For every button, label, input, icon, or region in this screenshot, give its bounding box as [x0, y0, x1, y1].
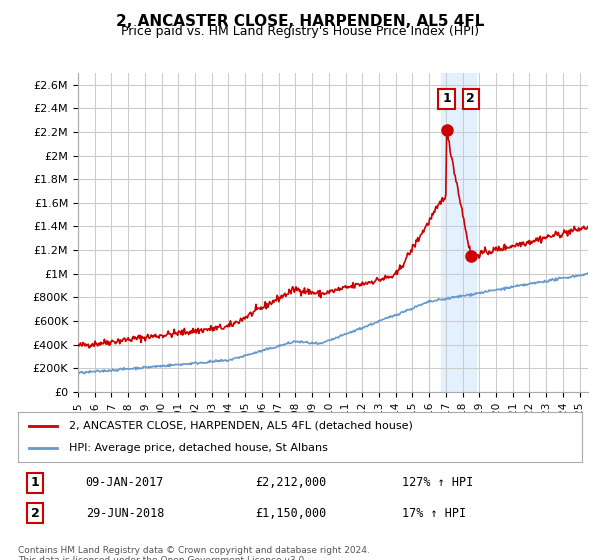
Text: £2,212,000: £2,212,000 [255, 477, 326, 489]
Text: 2, ANCASTER CLOSE, HARPENDEN, AL5 4FL (detached house): 2, ANCASTER CLOSE, HARPENDEN, AL5 4FL (d… [69, 421, 413, 431]
Text: 127% ↑ HPI: 127% ↑ HPI [401, 477, 473, 489]
Text: Contains HM Land Registry data © Crown copyright and database right 2024.
This d: Contains HM Land Registry data © Crown c… [18, 546, 370, 560]
Text: 1: 1 [442, 92, 451, 105]
Text: 2: 2 [466, 92, 475, 105]
Text: 17% ↑ HPI: 17% ↑ HPI [401, 507, 466, 520]
Bar [441, 73, 476, 392]
Text: 2, ANCASTER CLOSE, HARPENDEN, AL5 4FL: 2, ANCASTER CLOSE, HARPENDEN, AL5 4FL [116, 14, 484, 29]
Text: 09-JAN-2017: 09-JAN-2017 [86, 477, 164, 489]
Text: 29-JUN-2018: 29-JUN-2018 [86, 507, 164, 520]
Text: HPI: Average price, detached house, St Albans: HPI: Average price, detached house, St A… [69, 443, 328, 453]
Text: 1: 1 [31, 477, 39, 489]
Text: £1,150,000: £1,150,000 [255, 507, 326, 520]
Text: 2: 2 [31, 507, 39, 520]
Text: Price paid vs. HM Land Registry's House Price Index (HPI): Price paid vs. HM Land Registry's House … [121, 25, 479, 38]
